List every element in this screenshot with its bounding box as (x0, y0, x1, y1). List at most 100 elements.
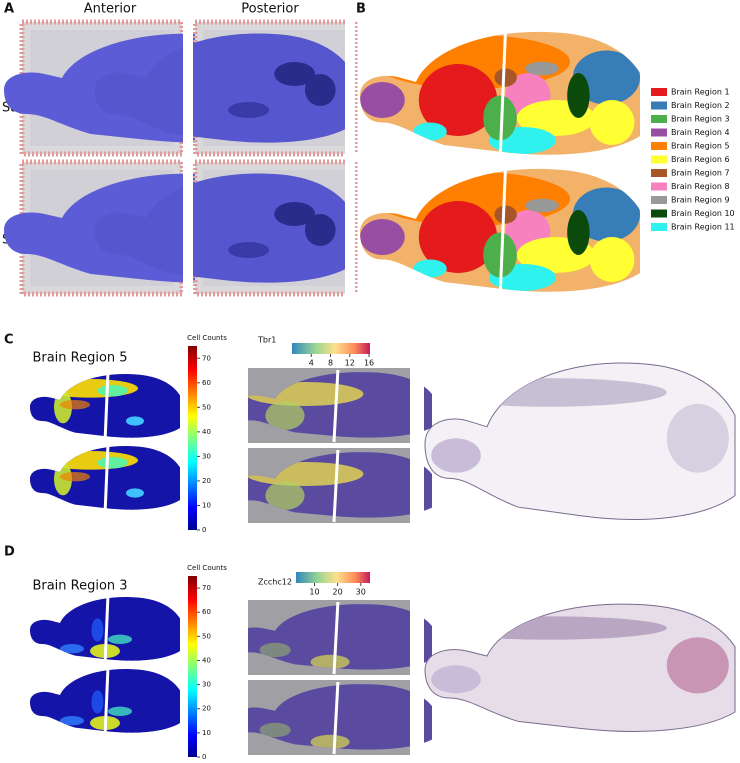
region-blob (228, 102, 270, 118)
region-blob (97, 384, 128, 397)
section-gap (500, 165, 506, 300)
region-blob (108, 634, 132, 644)
region-blob (91, 618, 104, 642)
region-blob (274, 202, 316, 226)
region-blob (310, 734, 350, 750)
colorbar-tick-label: 70 (202, 584, 211, 592)
region-blob (265, 481, 305, 510)
panel-label: B (356, 2, 366, 17)
column-label: Anterior (84, 2, 137, 17)
legend-swatch (651, 142, 667, 150)
colorbar (188, 576, 197, 757)
region-blob (525, 198, 559, 213)
legend-label: Brain Region 5 (671, 142, 730, 151)
region-blob (60, 644, 84, 654)
region-blob (259, 642, 291, 658)
mask (410, 598, 424, 763)
region-blob (525, 61, 559, 76)
brain-section (30, 372, 180, 442)
colorbar-tick-label: 20 (202, 477, 211, 485)
gene-colorbar-tick-label: 8 (328, 359, 333, 368)
gene-colorbar-tick-label: 12 (345, 359, 355, 368)
colorbar-tick-label: 30 (202, 681, 211, 689)
brain-section (360, 165, 640, 300)
brain-section (360, 28, 640, 163)
colorbar-tick-label: 0 (202, 753, 206, 761)
brain-section (95, 173, 351, 283)
panel-title: Brain Region 5 (32, 351, 127, 366)
region-blob (589, 100, 635, 145)
panel-title: Brain Region 3 (32, 579, 127, 594)
region-blob (126, 416, 144, 426)
colorbar-tick-label: 20 (202, 705, 211, 713)
region-blob (304, 74, 336, 106)
region-blob (360, 219, 405, 255)
column-label: Posterior (241, 2, 299, 17)
colorbar (188, 346, 197, 530)
brain-section (425, 600, 735, 740)
section-gap (105, 372, 108, 442)
brain-regions (259, 722, 350, 750)
region-blob (97, 456, 128, 469)
colorbar-tick-label: 50 (202, 403, 211, 411)
legend-swatch (651, 169, 667, 177)
region-blob (431, 438, 481, 473)
colorbar-tick-label: 40 (202, 428, 211, 436)
brain-regions (60, 618, 132, 658)
gene-colorbar-tick-label: 16 (364, 359, 374, 368)
gene-colorbar-tick-label: 20 (333, 588, 343, 597)
section-gap (334, 450, 338, 522)
legend-swatch (651, 223, 667, 231)
legend-label: Brain Region 2 (671, 101, 730, 110)
colorbar-tick-label: 40 (202, 656, 211, 664)
brain-regions (360, 34, 640, 154)
legend-swatch (651, 88, 667, 96)
gene-colorbar-tick-label: 4 (309, 359, 314, 368)
mask (236, 598, 248, 763)
gene-title: Zcchc12 (258, 578, 292, 587)
region-blob (418, 201, 498, 273)
panel-label: A (4, 2, 14, 17)
brain-section (30, 444, 180, 514)
colorbar-tick-label: 60 (202, 379, 211, 387)
legend-label: Brain Region 4 (671, 128, 730, 137)
region-blob (418, 64, 498, 136)
region-blob (567, 73, 590, 118)
brain-outline (95, 33, 351, 143)
section-gap (500, 28, 506, 163)
section-gap (334, 370, 338, 442)
legend-swatch (651, 196, 667, 204)
colorbar-tick-label: 30 (202, 452, 211, 460)
legend-label: Brain Region 9 (671, 196, 730, 205)
region-blob (126, 488, 144, 498)
brain-section (425, 358, 735, 530)
mask (345, 15, 355, 305)
gene-title: Tbr1 (257, 336, 276, 345)
region-blob (572, 187, 640, 242)
colorbar-tick-label: 0 (202, 526, 206, 534)
region-blob (483, 232, 517, 278)
legend-label: Brain Region 8 (671, 182, 730, 191)
colorbar-tick-label: 10 (202, 729, 211, 737)
mask (183, 15, 193, 305)
colorbar-title: Cell Counts (187, 564, 227, 572)
legend-label: Brain Region 10 (671, 209, 735, 218)
panel-label: D (4, 545, 15, 560)
region-blob (567, 210, 590, 255)
region-blob (60, 400, 90, 410)
legend-swatch (651, 115, 667, 123)
brain-outline (425, 604, 735, 731)
region-blob (304, 214, 336, 246)
brain-regions (228, 62, 336, 118)
gene-colorbar (292, 343, 370, 354)
brain-section (30, 595, 180, 665)
gene-colorbar (296, 572, 370, 583)
brain-outline (425, 363, 735, 519)
region-blob (60, 716, 84, 726)
colorbar-tick-label: 70 (202, 354, 211, 362)
legend-swatch (651, 182, 667, 191)
legend-swatch (651, 209, 667, 218)
region-blob (310, 654, 350, 670)
panel-label: C (4, 333, 14, 348)
